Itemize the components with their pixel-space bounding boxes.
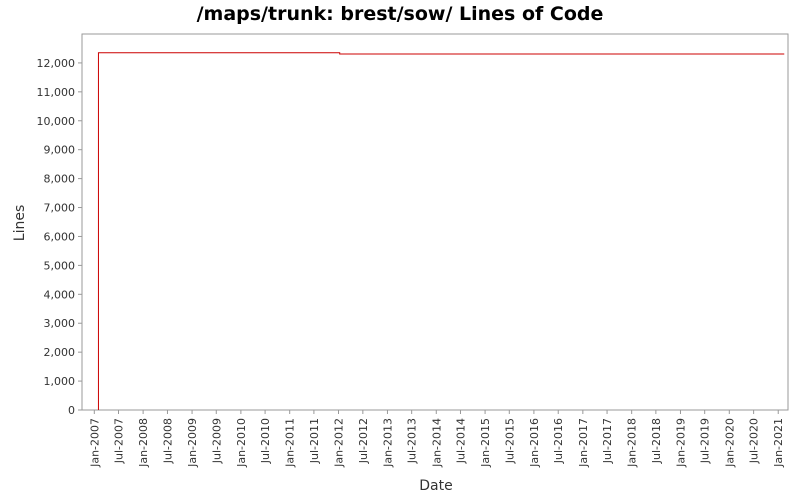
x-tick-label: Jan-2013 bbox=[381, 418, 394, 468]
y-tick-label: 0 bbox=[68, 404, 75, 417]
x-tick-label: Jan-2021 bbox=[772, 418, 785, 468]
x-tick-label: Jul-2012 bbox=[357, 418, 370, 464]
x-tick-label: Jan-2018 bbox=[626, 418, 639, 468]
x-tick-label: Jan-2009 bbox=[186, 418, 199, 468]
x-tick-label: Jan-2007 bbox=[88, 418, 101, 468]
y-tick-label: 3,000 bbox=[44, 317, 76, 330]
x-tick-label: Jul-2018 bbox=[650, 418, 663, 464]
y-tick-label: 10,000 bbox=[37, 115, 76, 128]
x-tick-label: Jul-2008 bbox=[161, 418, 174, 464]
x-tick-label: Jan-2016 bbox=[528, 418, 541, 468]
x-tick-label: Jul-2010 bbox=[259, 418, 272, 464]
x-tick-label: Jul-2017 bbox=[601, 418, 614, 464]
y-tick-label: 12,000 bbox=[37, 57, 76, 70]
y-tick-label: 8,000 bbox=[44, 173, 76, 186]
x-tick-label: Jul-2013 bbox=[406, 418, 419, 464]
x-tick-label: Jan-2015 bbox=[479, 418, 492, 468]
y-tick-label: 11,000 bbox=[37, 86, 76, 99]
y-tick-label: 6,000 bbox=[44, 230, 76, 243]
plot-area bbox=[81, 33, 789, 411]
x-tick-label: Jul-2016 bbox=[552, 418, 565, 464]
x-axis: Jan-2007 Jul-2007 Jan-2008 Jul-2008 Jan-2009… bbox=[88, 410, 785, 468]
x-tick-label: Jan-2017 bbox=[577, 418, 590, 468]
y-tick-label: 9,000 bbox=[44, 144, 76, 157]
y-tick-label: 5,000 bbox=[44, 259, 76, 272]
chart-title: /maps/trunk: brest/sow/ Lines of Code bbox=[197, 3, 604, 25]
x-tick-label: Jul-2011 bbox=[308, 418, 321, 464]
y-axis: 0 1,000 2,000 3,000 4,000 5,000 6,000 7,000 8,00… bbox=[37, 57, 82, 417]
x-tick-label: Jul-2007 bbox=[113, 418, 126, 464]
x-tick-label: Jan-2011 bbox=[284, 418, 297, 468]
x-axis-label: Date bbox=[419, 478, 452, 494]
x-tick-label: Jul-2009 bbox=[210, 418, 223, 464]
y-tick-label: 7,000 bbox=[44, 202, 76, 215]
y-tick-label: 4,000 bbox=[44, 288, 76, 301]
x-tick-label: Jan-2020 bbox=[723, 418, 736, 468]
x-tick-label: Jul-2015 bbox=[503, 418, 516, 464]
y-tick-label: 1,000 bbox=[44, 375, 76, 388]
series-layer bbox=[97, 52, 785, 410]
x-tick-label: Jul-2019 bbox=[699, 418, 712, 464]
y-axis-label: Lines bbox=[12, 205, 28, 241]
series-line bbox=[97, 52, 785, 410]
x-tick-label: Jan-2010 bbox=[235, 418, 248, 468]
x-tick-label: Jan-2012 bbox=[333, 418, 346, 468]
x-tick-label: Jan-2014 bbox=[430, 418, 443, 468]
x-tick-label: Jul-2014 bbox=[454, 418, 467, 464]
x-tick-label: Jul-2020 bbox=[748, 418, 761, 464]
x-tick-label: Jan-2008 bbox=[137, 418, 150, 468]
y-tick-label: 2,000 bbox=[44, 346, 76, 359]
x-tick-label: Jan-2019 bbox=[674, 418, 687, 468]
